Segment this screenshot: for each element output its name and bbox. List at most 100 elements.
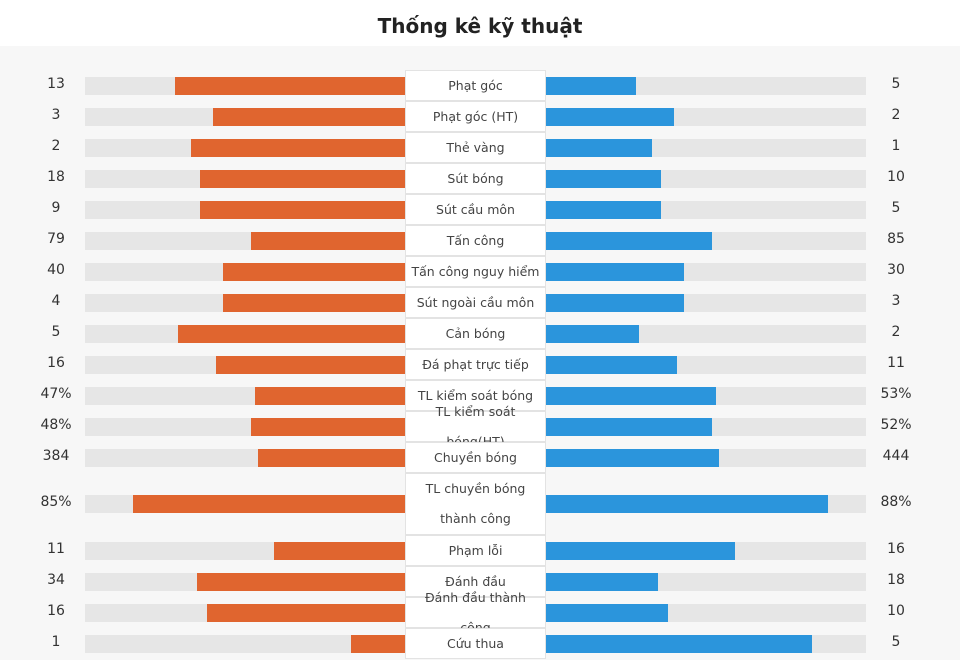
away-bar-track (546, 262, 866, 281)
home-bar-track (85, 417, 405, 436)
stat-label: Chuyền bóng (405, 442, 546, 473)
home-bar (216, 355, 405, 374)
away-bar (546, 541, 735, 560)
away-value: 5 (891, 633, 901, 650)
stat-label: Đánh đầu (405, 566, 546, 597)
home-value: 40 (47, 261, 65, 278)
away-value: 10 (887, 602, 905, 619)
stat-row: 40 Tấn công nguy hiểm 30 (0, 256, 960, 287)
stat-label: Tấn công nguy hiểm (405, 256, 546, 287)
home-bar-track (85, 169, 405, 188)
stat-row: 2 Thẻ vàng 1 (0, 132, 960, 163)
stat-row: 85% TL chuyền bóng thành công 88% (0, 473, 960, 535)
home-bar-track (85, 355, 405, 374)
home-bar-track (85, 634, 405, 653)
stat-label: Đánh đầu thành công (405, 590, 546, 635)
stat-label: Đá phạt trực tiếp (405, 349, 546, 380)
home-bar-track (85, 603, 405, 622)
stat-row: 47% TL kiểm soát bóng 53% (0, 380, 960, 411)
away-bar (546, 355, 677, 374)
home-bar (251, 417, 405, 436)
stat-row: 1 Cứu thua 5 (0, 628, 960, 659)
home-value: 79 (47, 230, 65, 247)
away-bar (546, 262, 684, 281)
stat-row: 3 Phạt góc (HT) 2 (0, 101, 960, 132)
away-bar-track (546, 417, 866, 436)
home-value: 16 (47, 354, 65, 371)
home-value: 13 (47, 75, 65, 92)
away-bar-track (546, 293, 866, 312)
stat-label: Sút ngoài cầu môn (405, 287, 546, 318)
away-bar (546, 107, 674, 126)
stat-label: Cứu thua (405, 628, 546, 659)
away-value: 2 (891, 106, 901, 123)
home-bar (255, 386, 405, 405)
home-value: 11 (47, 540, 65, 557)
away-value: 53% (880, 385, 912, 402)
stat-label: TL kiểm soát bóng (405, 380, 546, 411)
away-bar (546, 200, 661, 219)
home-value: 384 (42, 447, 70, 464)
away-value: 3 (891, 292, 901, 309)
away-value: 5 (891, 75, 901, 92)
stat-row: 5 Cản bóng 2 (0, 318, 960, 349)
stat-row: 16 Đánh đầu thành công 10 (0, 590, 960, 635)
home-bar-track (85, 386, 405, 405)
away-bar-track (546, 231, 866, 250)
stat-label: Thẻ vàng (405, 132, 546, 163)
stat-row: 384 Chuyền bóng 444 (0, 442, 960, 473)
away-bar-track (546, 169, 866, 188)
home-bar-track (85, 107, 405, 126)
home-bar (274, 541, 405, 560)
away-bar (546, 231, 712, 250)
home-bar (213, 107, 405, 126)
home-bar (223, 262, 405, 281)
home-bar-track (85, 572, 405, 591)
stat-label: Sút bóng (405, 163, 546, 194)
home-bar-track (85, 324, 405, 343)
away-bar-track (546, 76, 866, 95)
home-bar-track (85, 76, 405, 95)
home-value: 2 (51, 137, 61, 154)
stat-label: Tấn công (405, 225, 546, 256)
home-bar (223, 293, 405, 312)
home-value: 4 (51, 292, 61, 309)
home-bar-track (85, 448, 405, 467)
away-bar (546, 634, 812, 653)
away-value: 5 (891, 199, 901, 216)
away-bar-track (546, 107, 866, 126)
home-bar (207, 603, 405, 622)
away-value: 85 (887, 230, 905, 247)
away-bar (546, 417, 712, 436)
home-bar (251, 231, 405, 250)
home-bar (197, 572, 405, 591)
home-bar-track (85, 200, 405, 219)
away-bar-track (546, 603, 866, 622)
away-bar (546, 293, 684, 312)
away-value: 444 (882, 447, 910, 464)
home-bar (175, 76, 405, 95)
home-value: 1 (51, 633, 61, 650)
away-bar-track (546, 634, 866, 653)
away-value: 16 (887, 540, 905, 557)
home-bar (351, 634, 405, 653)
stats-panel: 13 Phạt góc 5 3 Phạt góc (HT) 2 2 Thẻ vàng 1 18 Sú… (0, 46, 960, 660)
home-value: 85% (40, 494, 72, 510)
home-bar (200, 169, 405, 188)
home-value: 47% (40, 385, 72, 402)
home-value: 9 (51, 199, 61, 216)
away-value: 2 (891, 323, 901, 340)
away-bar-track (546, 138, 866, 157)
home-bar (133, 495, 405, 513)
away-bar (546, 603, 668, 622)
stat-row: 18 Sút bóng 10 (0, 163, 960, 194)
away-value: 1 (891, 137, 901, 154)
away-bar (546, 572, 658, 591)
away-bar (546, 495, 828, 513)
home-bar (200, 200, 405, 219)
stat-label: Phạt góc (HT) (405, 101, 546, 132)
away-bar (546, 386, 716, 405)
stat-row: 11 Phạm lỗi 16 (0, 535, 960, 566)
home-bar-track (85, 293, 405, 312)
away-value: 11 (887, 354, 905, 371)
